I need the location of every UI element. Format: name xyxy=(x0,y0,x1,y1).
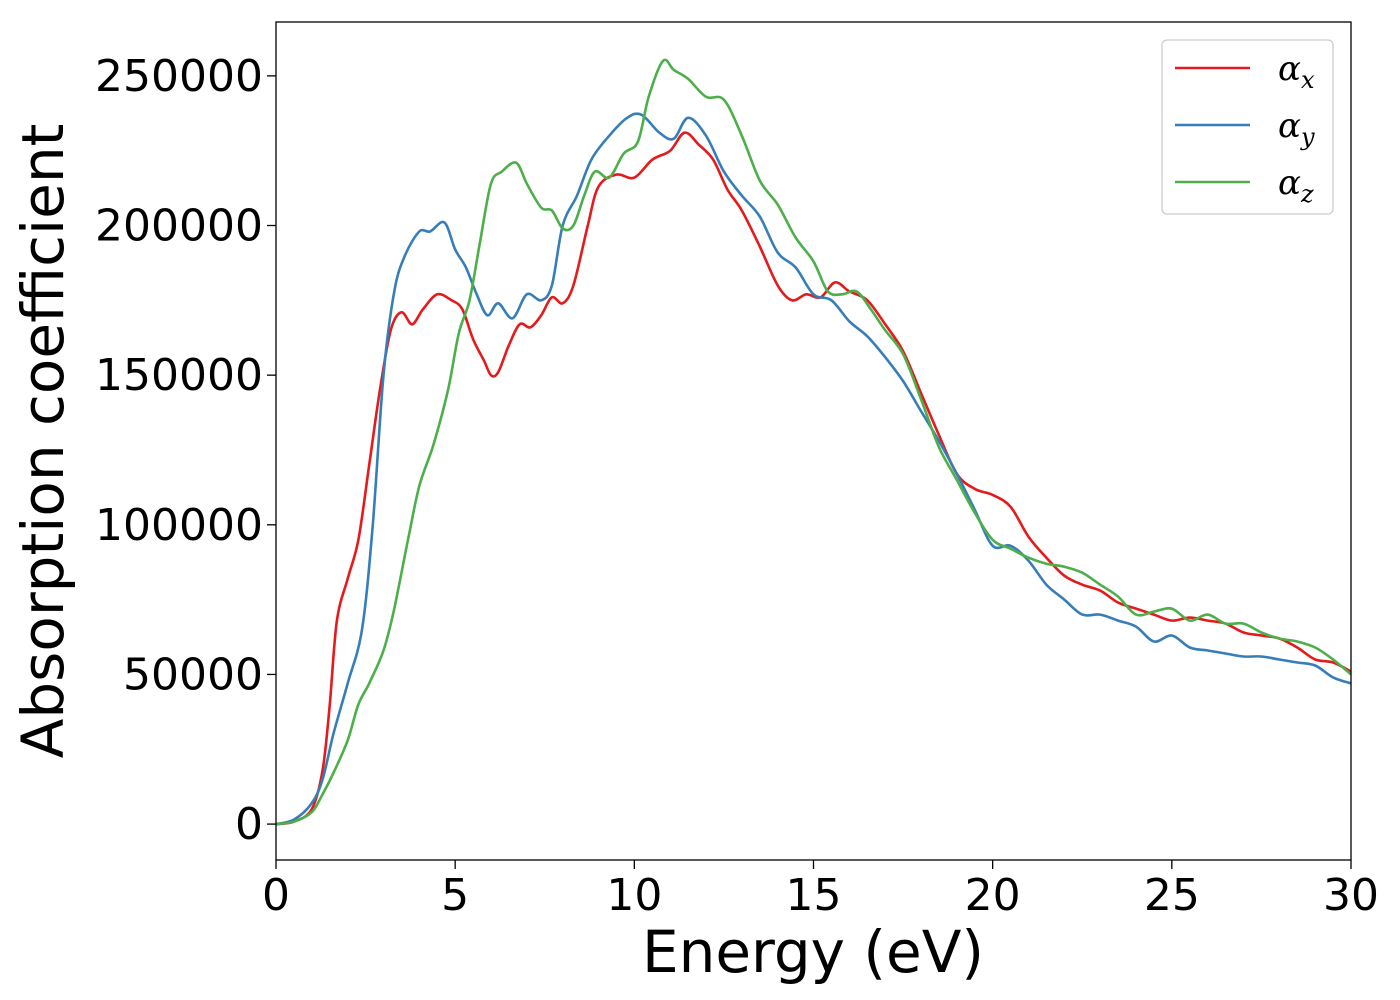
series-line-x xyxy=(275,131,1352,826)
y-tick-label: 0 xyxy=(235,799,263,850)
x-tick-label: 25 xyxy=(1144,870,1200,921)
x-tick-label: 0 xyxy=(262,870,290,921)
y-tick-label: 50000 xyxy=(123,649,263,700)
x-axis-label: Energy (eV) xyxy=(642,918,984,986)
y-tick-label: 150000 xyxy=(95,350,263,401)
legend-frame xyxy=(1161,39,1334,215)
x-tick-label: 20 xyxy=(965,870,1021,921)
x-tick-label: 30 xyxy=(1323,870,1379,921)
y-axis-label: Absorption coefficient xyxy=(9,124,77,759)
plot-lines xyxy=(275,58,1352,826)
series-line-z xyxy=(275,58,1352,826)
y-axis: 0 50000 100000 150000 200000 250000 xyxy=(95,51,276,850)
y-tick-label: 200000 xyxy=(95,201,263,252)
x-axis: 0 5 10 15 20 25 30 xyxy=(262,860,1379,921)
series-line-y xyxy=(275,112,1352,826)
x-tick-label: 10 xyxy=(606,870,662,921)
y-tick-label: 250000 xyxy=(95,51,263,102)
x-tick-label: 5 xyxy=(441,870,469,921)
y-tick-label: 100000 xyxy=(95,500,263,551)
x-tick-label: 15 xyxy=(786,870,842,921)
